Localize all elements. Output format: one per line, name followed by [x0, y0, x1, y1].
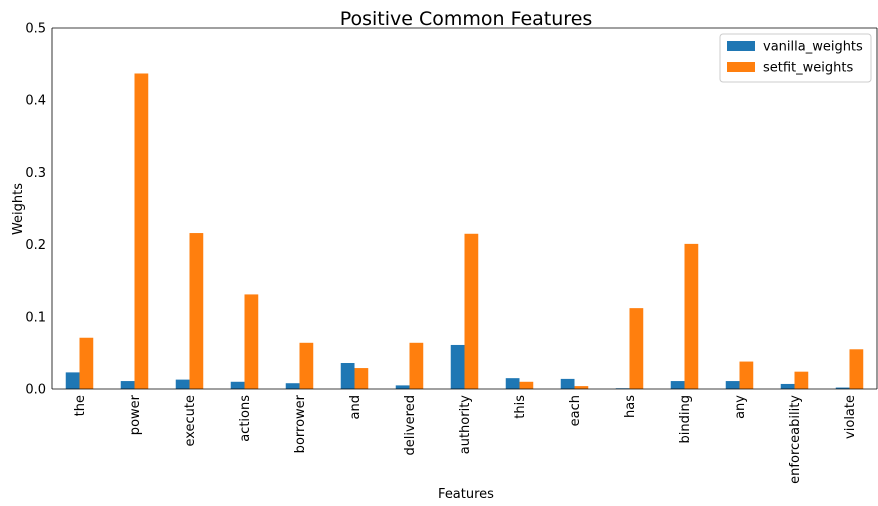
bar-vanilla_weights-and [340, 363, 355, 389]
y-tick-label: 0.2 [25, 238, 46, 253]
bar-setfit_weights-enforceability [794, 371, 809, 389]
x-ticks-group: the power execute actions borrower and deliver… [73, 394, 858, 483]
chart-title: Positive Common Features [340, 8, 593, 30]
bar-setfit_weights-violate [849, 349, 864, 389]
legend-box [719, 33, 872, 83]
bar-vanilla_weights-borrower [285, 383, 300, 389]
bar-vanilla_weights-any [725, 381, 740, 389]
x-tick-label: binding [678, 395, 693, 443]
x-tick-label: execute [183, 395, 198, 447]
bar-vanilla_weights-the [65, 372, 80, 389]
y-ticks-group: 0.0 0.1 0.2 0.3 0.4 0.5 [25, 22, 46, 398]
bar-vanilla_weights-enforceability [780, 383, 795, 389]
x-tick-label: power [128, 394, 143, 435]
x-axis-label: Features [438, 487, 494, 502]
x-tick-label: authority [458, 395, 473, 455]
legend-swatch-setfit_weights [727, 62, 755, 72]
x-tick-label: this [513, 395, 528, 419]
bar-setfit_weights-the [79, 337, 94, 389]
bar-setfit_weights-power [134, 73, 149, 390]
y-tick-label: 0.1 [25, 310, 46, 325]
bar-setfit_weights-any [739, 361, 754, 389]
y-tick-label: 0.4 [25, 94, 46, 109]
bar-vanilla_weights-power [120, 381, 135, 389]
y-tick-label: 0.5 [25, 22, 46, 37]
bar-setfit_weights-has [629, 308, 644, 389]
x-tick-label: actions [238, 395, 253, 442]
bar-setfit_weights-authority [464, 233, 479, 389]
y-tick-label: 0.0 [25, 383, 46, 398]
x-tick-label: any [733, 395, 748, 419]
bar-setfit_weights-and [354, 368, 369, 389]
bar-setfit_weights-delivered [409, 342, 424, 389]
bar-vanilla_weights-delivered [395, 385, 410, 389]
axes-group [51, 27, 878, 390]
x-tick-label: delivered [403, 395, 418, 455]
bars-group [65, 73, 864, 390]
bar-vanilla_weights-this [505, 378, 520, 389]
bar-vanilla_weights-authority [450, 344, 465, 389]
x-tick-label: has [623, 395, 638, 418]
bar-vanilla_weights-execute [175, 379, 190, 389]
x-tick-label: each [568, 395, 583, 426]
bar-setfit_weights-binding [684, 243, 699, 389]
bar-setfit_weights-each [574, 386, 589, 389]
y-axis-label: Weights [11, 183, 26, 235]
y-tick-label: 0.3 [25, 166, 46, 181]
x-tick-label: and [348, 395, 363, 419]
x-tick-label: borrower [293, 394, 308, 453]
bar-setfit_weights-borrower [299, 342, 314, 389]
x-tick-label: enforceability [788, 395, 803, 484]
bar-vanilla_weights-each [560, 378, 575, 389]
bar-vanilla_weights-violate [835, 387, 850, 389]
bar-setfit_weights-this [519, 381, 534, 389]
legend-label-setfit_weights: setfit_weights [763, 61, 853, 76]
bar-vanilla_weights-binding [670, 381, 685, 389]
x-tick-label: the [73, 395, 88, 416]
bar-setfit_weights-execute [189, 233, 204, 389]
bar-setfit_weights-actions [244, 294, 259, 389]
legend-label-vanilla_weights: vanilla_weights [763, 40, 863, 55]
x-tick-label: violate [843, 395, 858, 439]
legend: vanilla_weights setfit_weights [719, 33, 872, 83]
bar-vanilla_weights-actions [230, 381, 245, 389]
legend-swatch-vanilla_weights [727, 41, 755, 51]
